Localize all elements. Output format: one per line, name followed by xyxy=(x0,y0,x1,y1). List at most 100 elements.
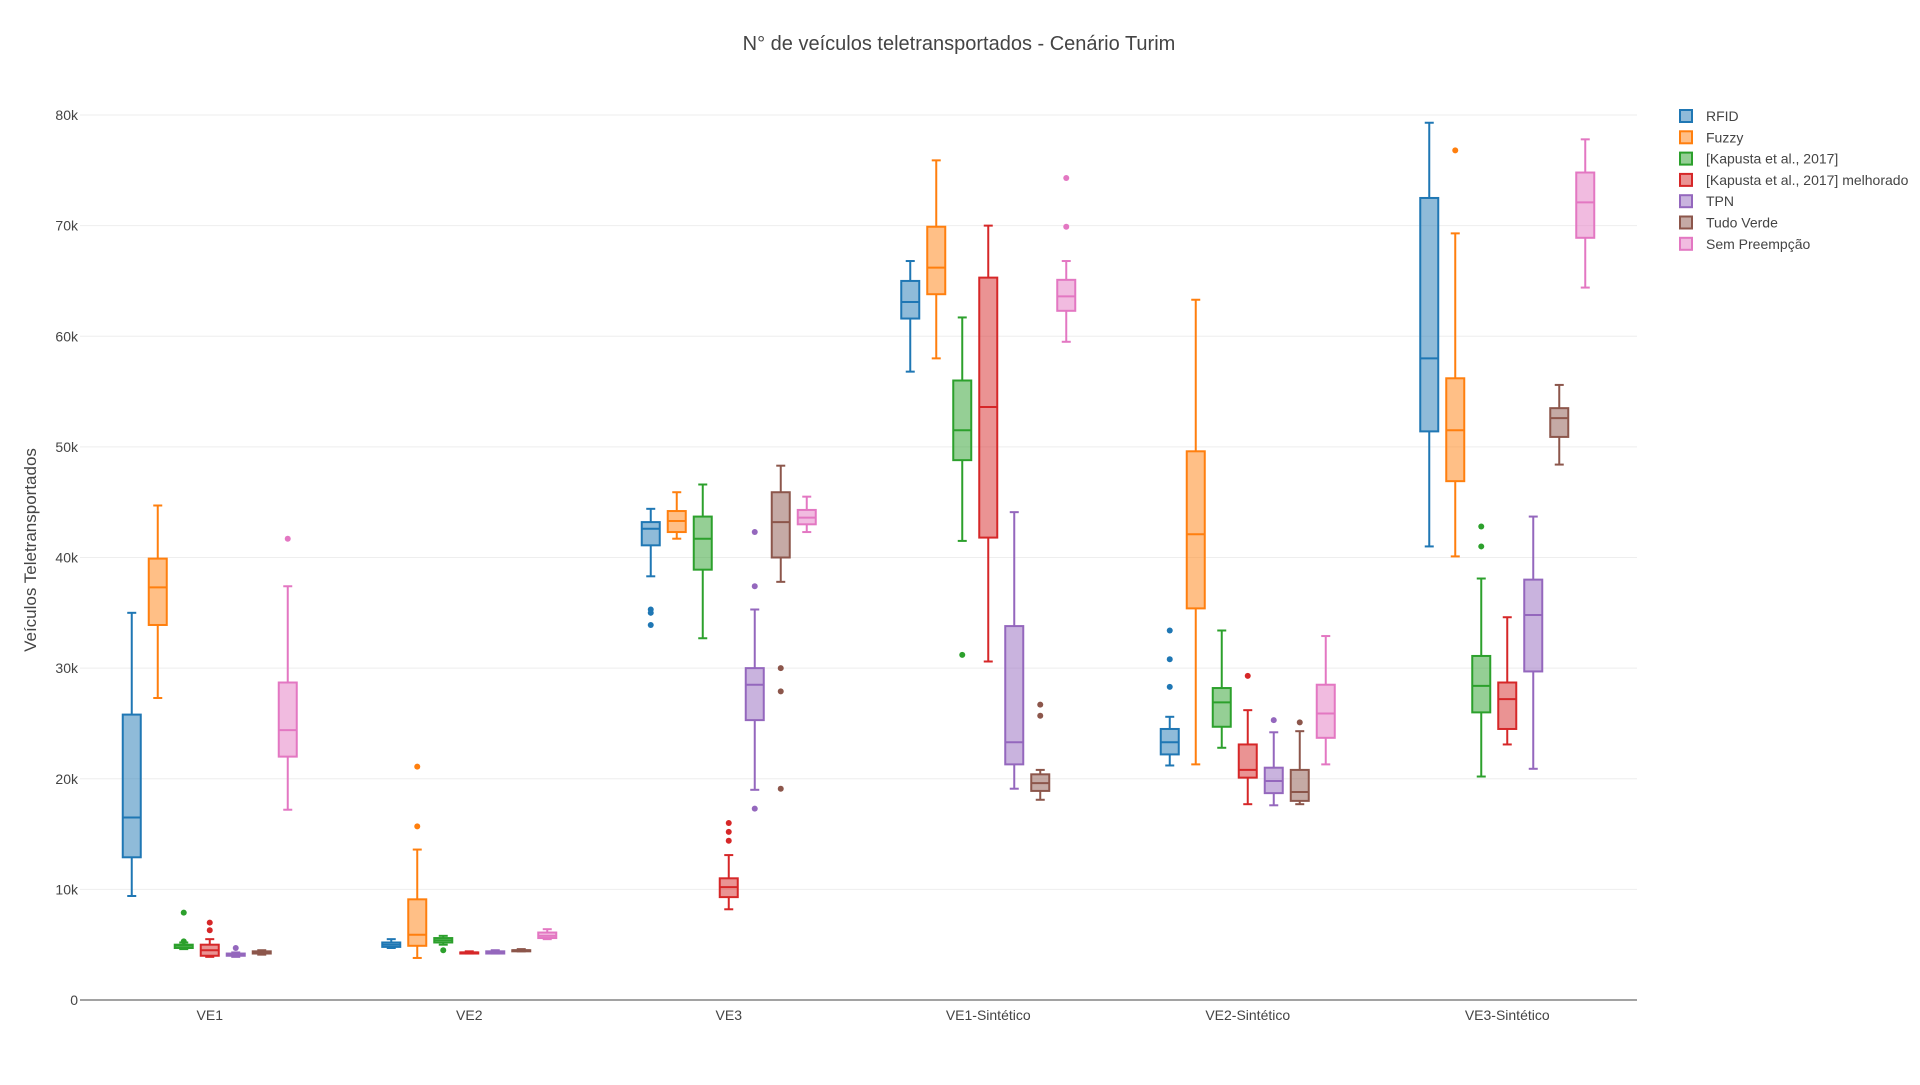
box xyxy=(1159,627,1180,767)
box-body xyxy=(640,521,661,547)
box-body xyxy=(770,491,791,559)
grid-layer xyxy=(80,114,1637,890)
legend-item[interactable]: Tudo Verde xyxy=(1679,215,1778,231)
box xyxy=(173,909,194,951)
box-body xyxy=(1185,450,1206,610)
outlier-point xyxy=(777,665,784,672)
box-body xyxy=(147,557,168,626)
y-tick-label: 10k xyxy=(55,881,79,897)
axis-layer: N° de veículos teletransportados - Cenár… xyxy=(21,33,1637,1023)
y-tick-label: 30k xyxy=(55,660,79,676)
box xyxy=(1523,515,1544,770)
outlier-point xyxy=(206,927,213,934)
box xyxy=(1211,629,1232,749)
box xyxy=(511,948,532,953)
legend-item[interactable]: RFID xyxy=(1679,108,1739,124)
x-tick-label: VE3 xyxy=(716,1007,743,1023)
box xyxy=(1237,672,1258,806)
x-tick-label: VE1-Sintético xyxy=(946,1007,1031,1023)
legend-label: Tudo Verde xyxy=(1706,215,1778,231)
outlier-point xyxy=(647,621,654,628)
x-tick-label: VE2 xyxy=(456,1007,483,1023)
box xyxy=(1497,616,1518,746)
box xyxy=(1419,121,1440,548)
box xyxy=(277,535,298,811)
box xyxy=(666,491,687,540)
box-body xyxy=(900,279,921,320)
outlier-point xyxy=(1037,712,1044,719)
box xyxy=(121,611,142,898)
box-body xyxy=(1056,278,1077,312)
outlier-point xyxy=(1166,683,1173,690)
outlier-point xyxy=(180,938,187,945)
series-4 xyxy=(225,511,1544,958)
box xyxy=(796,495,817,534)
box xyxy=(978,224,999,663)
box xyxy=(926,159,947,360)
box xyxy=(1471,523,1492,778)
legend-label: [Kapusta et al., 2017] xyxy=(1706,151,1838,167)
outlier-point xyxy=(1037,701,1044,708)
legend-label: Fuzzy xyxy=(1706,129,1743,145)
box xyxy=(1056,175,1077,343)
legend-item[interactable]: TPN xyxy=(1679,193,1734,209)
box xyxy=(1030,701,1051,801)
legend-item[interactable]: [Kapusta et al., 2017] xyxy=(1679,151,1838,167)
outlier-point xyxy=(1166,656,1173,663)
series-3 xyxy=(199,224,1518,958)
box xyxy=(459,950,480,955)
series-2 xyxy=(173,316,1492,954)
y-tick-label: 80k xyxy=(55,107,79,123)
legend-item[interactable]: Sem Preempção xyxy=(1679,236,1810,252)
legend-item[interactable]: Fuzzy xyxy=(1679,129,1743,145)
box xyxy=(900,260,921,373)
series-1 xyxy=(147,147,1466,959)
box xyxy=(1549,383,1570,466)
series-0 xyxy=(121,121,1440,950)
box xyxy=(147,504,168,699)
box xyxy=(718,820,739,911)
outlier-point xyxy=(777,688,784,695)
outlier-point xyxy=(1270,717,1277,724)
box xyxy=(1185,298,1206,766)
outlier-point xyxy=(725,837,732,844)
outlier-point xyxy=(1478,543,1485,550)
legend-swatch xyxy=(1679,151,1693,166)
box xyxy=(381,938,402,950)
box-body xyxy=(121,713,142,859)
legend-label: [Kapusta et al., 2017] melhorado xyxy=(1706,172,1909,188)
box-body xyxy=(1419,196,1440,433)
legend-swatch xyxy=(1679,109,1693,123)
legend-label: RFID xyxy=(1706,108,1739,124)
outlier-point xyxy=(751,529,758,536)
box xyxy=(1263,717,1284,807)
outlier-point xyxy=(1452,147,1459,154)
legend-swatch xyxy=(1679,215,1693,230)
box xyxy=(1004,511,1025,790)
x-tick-label: VE1 xyxy=(197,1007,224,1023)
box-body xyxy=(1523,578,1544,673)
legend-item[interactable]: [Kapusta et al., 2017] melhorado xyxy=(1679,172,1909,188)
x-tick-label: VE3-Sintético xyxy=(1465,1007,1550,1023)
box xyxy=(640,507,661,628)
box-layer xyxy=(121,121,1596,959)
outlier-point xyxy=(1478,523,1485,530)
series-6 xyxy=(277,138,1596,941)
box xyxy=(692,483,713,640)
box xyxy=(1289,719,1310,806)
box-body xyxy=(926,225,947,296)
box-body xyxy=(277,681,298,758)
legend-swatch xyxy=(1679,194,1693,209)
series-5 xyxy=(251,383,1570,956)
legend-label: TPN xyxy=(1706,193,1734,209)
chart-title: N° de veículos teletransportados - Cenár… xyxy=(743,33,1176,55)
legend-swatch xyxy=(1679,172,1693,187)
outlier-point xyxy=(1063,223,1070,230)
outlier-point xyxy=(284,535,291,542)
box xyxy=(744,529,765,812)
legend: RFID Fuzzy [Kapusta et al., 2017] [Kapusta … xyxy=(1679,108,1909,252)
legend-swatch xyxy=(1679,236,1693,251)
outlier-point xyxy=(206,919,213,926)
box xyxy=(225,945,246,958)
